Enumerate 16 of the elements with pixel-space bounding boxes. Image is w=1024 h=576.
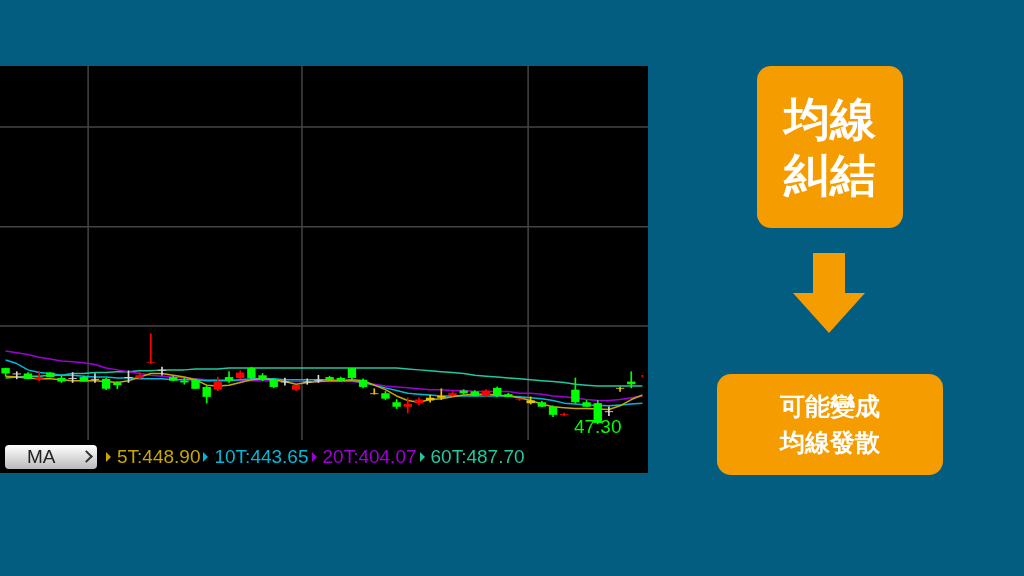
candlestick — [604, 406, 614, 417]
candlestick — [146, 333, 156, 364]
candlestick — [157, 366, 167, 376]
legend-label: 10T:443.65 — [214, 445, 309, 468]
text: 可能變成均線發散 — [778, 390, 881, 459]
annotation: 47.30 — [573, 415, 622, 437]
candlestick — [370, 388, 379, 395]
candlestick — [403, 397, 412, 414]
legend-label: 20T:404.07 — [322, 445, 417, 468]
legend-label: 5T:448.90 — [117, 445, 201, 468]
candlestick — [12, 371, 21, 380]
candlestick — [90, 373, 100, 383]
legend-title: MA — [27, 445, 56, 468]
candlestick — [437, 388, 446, 400]
legend-label: 60T:487.70 — [430, 445, 525, 468]
text: 均線糾結 — [782, 91, 877, 203]
